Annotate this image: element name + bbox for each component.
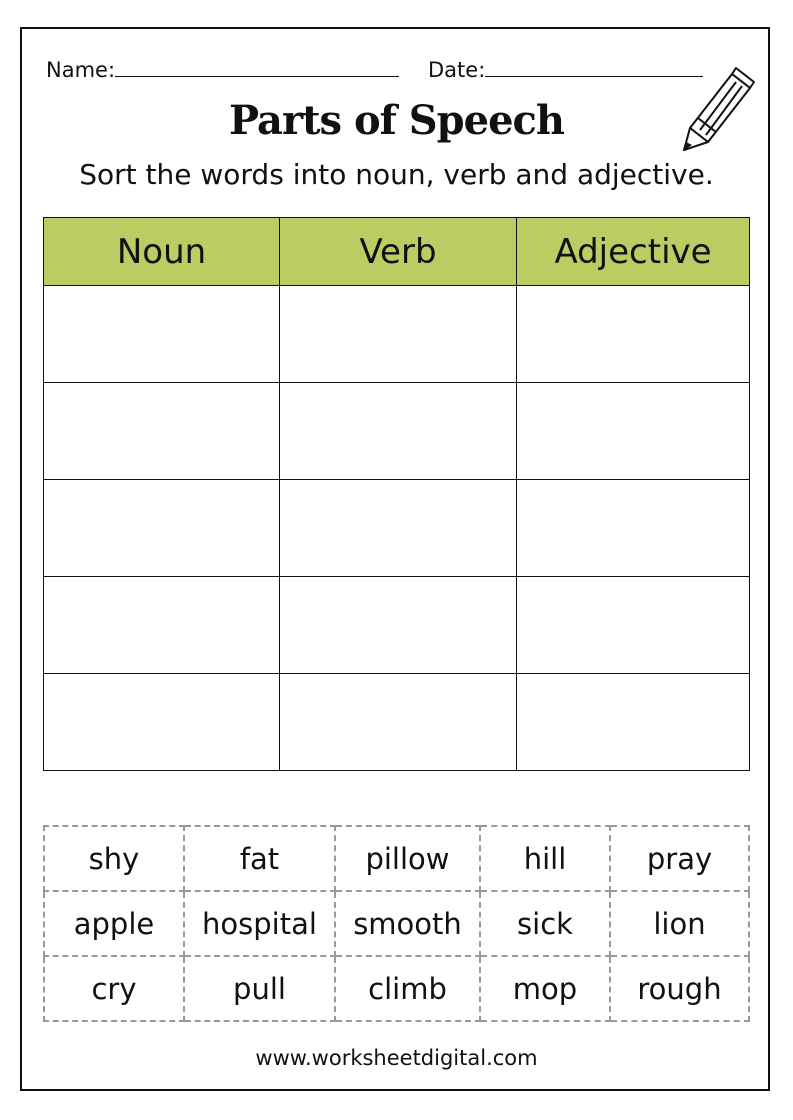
word-row: apple hospital smooth sick lion [43, 890, 750, 957]
word-card[interactable]: hill [479, 825, 611, 892]
answer-cell[interactable] [279, 576, 517, 674]
answer-cell[interactable] [279, 285, 517, 383]
answer-cell[interactable] [43, 382, 280, 480]
column-header-verb: Verb [279, 217, 517, 286]
answer-cell[interactable] [279, 479, 517, 577]
answer-cell[interactable] [516, 285, 750, 383]
table-header-row: Noun Verb Adjective [43, 217, 750, 286]
answer-cell[interactable] [43, 285, 280, 383]
name-blank[interactable] [115, 58, 400, 77]
date-blank[interactable] [485, 58, 704, 77]
word-card[interactable]: smooth [334, 890, 481, 957]
word-card[interactable]: rough [609, 955, 750, 1022]
column-header-adjective: Adjective [516, 217, 750, 286]
word-row: cry pull climb mop rough [43, 955, 750, 1022]
word-card[interactable]: hospital [183, 890, 336, 957]
word-card[interactable]: fat [183, 825, 336, 892]
sorting-table: Noun Verb Adjective [43, 217, 750, 771]
date-field[interactable]: Date: [428, 58, 704, 82]
instructions: Sort the words into noun, verb and adjec… [79, 158, 714, 191]
answer-cell[interactable] [516, 479, 750, 577]
word-card[interactable]: shy [43, 825, 185, 892]
word-card[interactable]: mop [479, 955, 611, 1022]
word-card[interactable]: pillow [334, 825, 481, 892]
word-card[interactable]: apple [43, 890, 185, 957]
table-row [43, 673, 750, 771]
answer-cell[interactable] [279, 382, 517, 480]
page-title: Parts of Speech [229, 97, 565, 144]
table-row [43, 576, 750, 674]
table-row [43, 382, 750, 480]
table-row [43, 285, 750, 383]
footer-url: www.worksheetdigital.com [255, 1046, 538, 1070]
pencil-icon [683, 67, 755, 151]
answer-cell[interactable] [516, 673, 750, 771]
date-label: Date: [428, 58, 486, 82]
word-card[interactable]: climb [334, 955, 481, 1022]
answer-cell[interactable] [516, 576, 750, 674]
name-field[interactable]: Name: [46, 58, 400, 82]
word-card[interactable]: lion [609, 890, 750, 957]
answer-cell[interactable] [43, 479, 280, 577]
word-card[interactable]: pray [609, 825, 750, 892]
answer-cell[interactable] [279, 673, 517, 771]
table-row [43, 479, 750, 577]
answer-cell[interactable] [43, 576, 280, 674]
name-label: Name: [46, 58, 116, 82]
word-row: shy fat pillow hill pray [43, 825, 750, 892]
answer-cell[interactable] [516, 382, 750, 480]
answer-cell[interactable] [43, 673, 280, 771]
column-header-noun: Noun [43, 217, 280, 286]
worksheet-border [20, 27, 770, 1091]
word-card[interactable]: cry [43, 955, 185, 1022]
word-bank: shy fat pillow hill pray apple hospital … [43, 825, 750, 1022]
word-card[interactable]: sick [479, 890, 611, 957]
word-card[interactable]: pull [183, 955, 336, 1022]
